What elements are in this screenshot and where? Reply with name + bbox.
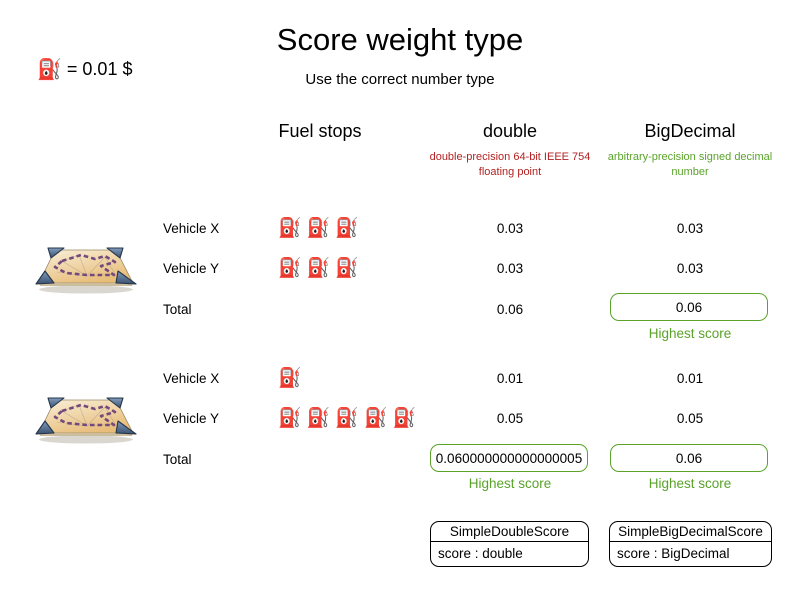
bigdecimal-value: 0.03: [676, 221, 704, 236]
class-name: SimpleDoubleScore: [431, 522, 588, 542]
fuel-pump-icons: ⛽⛽⛽: [278, 257, 364, 279]
fuel-pump-icons: ⛽⛽⛽: [278, 217, 364, 239]
column-header-double: double: [482, 121, 538, 141]
bigdecimal-total-box: 0.06: [610, 293, 768, 321]
fuel-cost-legend: ⛽ = 0.01 $: [37, 57, 132, 81]
bigdecimal-total-box: 0.06: [610, 444, 768, 472]
class-name: SimpleBigDecimalScore: [610, 522, 771, 542]
row-label-vehicle-y: Vehicle Y: [163, 261, 220, 276]
double-total-box: 0.060000000000000005: [430, 444, 588, 472]
bigdecimal-description: arbitrary-precision signed decimal numbe…: [607, 151, 773, 178]
fuel-cost-legend-text: = 0.01 $: [66, 59, 133, 79]
double-value: 0.05: [496, 411, 524, 426]
row-label-vehicle-x: Vehicle X: [163, 221, 220, 236]
bigdecimal-total-value: 0.06: [675, 450, 703, 466]
bigdecimal-total-value: 0.06: [675, 299, 703, 315]
class-attribute: score : BigDecimal: [617, 546, 730, 561]
row-label-total: Total: [163, 452, 192, 467]
fuel-pump-icon: ⛽: [37, 57, 62, 81]
double-total-value: 0.06: [496, 302, 524, 317]
row-label-total: Total: [163, 302, 192, 317]
uml-class-simplebigdecimalscore: SimpleBigDecimalScore score : BigDecimal: [609, 521, 772, 567]
double-value: 0.01: [496, 371, 524, 386]
bigdecimal-value: 0.03: [676, 261, 704, 276]
column-header-fuel-stops: Fuel stops: [278, 121, 362, 141]
row-label-vehicle-y: Vehicle Y: [163, 411, 220, 426]
fuel-pump-icons: ⛽: [278, 367, 307, 389]
highest-score-note: Highest score: [648, 476, 732, 491]
double-description: double-precision 64-bit IEEE 754 floatin…: [429, 151, 591, 178]
uml-class-simpledoublescore: SimpleDoubleScore score : double: [430, 521, 589, 567]
route-map-image-2: [35, 397, 137, 444]
highest-score-note: Highest score: [468, 476, 552, 491]
bigdecimal-value: 0.05: [676, 411, 704, 426]
double-total-value: 0.060000000000000005: [435, 450, 583, 466]
page-subtitle: Use the correct number type: [305, 71, 495, 88]
column-header-bigdecimal: BigDecimal: [644, 121, 736, 141]
double-value: 0.03: [496, 261, 524, 276]
class-attribute: score : double: [438, 546, 523, 561]
double-value: 0.03: [496, 221, 524, 236]
route-map-image-1: [35, 247, 137, 294]
page-title: Score weight type: [276, 22, 524, 57]
row-label-vehicle-x: Vehicle X: [163, 371, 220, 386]
fuel-pump-icons: ⛽⛽⛽⛽⛽: [278, 407, 422, 429]
highest-score-note: Highest score: [648, 326, 732, 341]
bigdecimal-value: 0.01: [676, 371, 704, 386]
